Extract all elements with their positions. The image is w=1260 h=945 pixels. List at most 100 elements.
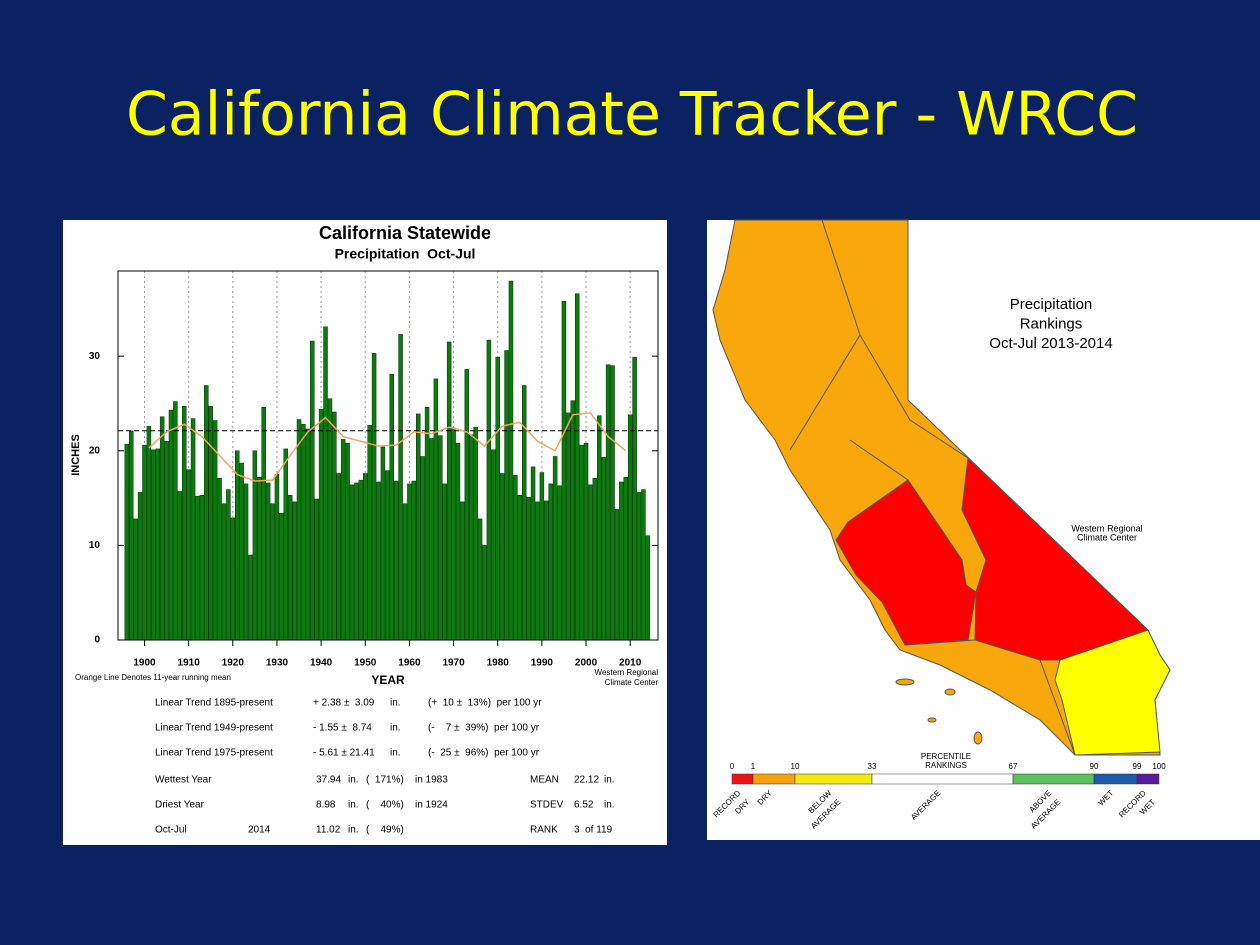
- stats-cell: STDEV: [530, 800, 564, 811]
- y-tick-label: 20: [89, 445, 101, 456]
- stats-cell: in.: [390, 723, 401, 734]
- bar: [552, 456, 558, 641]
- bar: [168, 409, 174, 641]
- bar: [583, 442, 589, 641]
- bar: [142, 444, 147, 641]
- bar: [605, 364, 611, 641]
- stats-cell: Driest Year: [155, 800, 205, 811]
- bar: [468, 434, 474, 641]
- stats-cell: ( 40%): [366, 800, 404, 811]
- bar: [221, 503, 227, 641]
- bar: [257, 477, 262, 641]
- stats-cell: in.: [604, 775, 615, 786]
- bar: [243, 483, 249, 641]
- stats-cell: (+ 10 ± 13%) per 100 yr: [428, 698, 542, 709]
- california-map: [712, 219, 1171, 756]
- x-tick-label: 1940: [310, 658, 333, 669]
- chart-subtitle: Precipitation Oct-Jul: [335, 246, 476, 262]
- bar: [601, 457, 606, 641]
- stats-cell: MEAN: [530, 775, 559, 786]
- legend-tick-label: 0: [730, 762, 735, 771]
- bar: [234, 450, 240, 641]
- y-tick-label: 10: [89, 540, 101, 551]
- x-tick-label: 1910: [178, 658, 201, 669]
- island: [944, 688, 956, 696]
- y-axis-label: INCHES: [70, 434, 82, 476]
- stats-cell: in.: [604, 800, 615, 811]
- bar: [376, 481, 381, 641]
- bar: [318, 408, 324, 641]
- bar: [239, 462, 244, 641]
- bar: [473, 426, 478, 641]
- x-tick-label: 1980: [487, 658, 510, 669]
- bar: [588, 484, 593, 641]
- bar: [429, 438, 434, 641]
- stats-cell: - 1.55 ± 8.74: [313, 723, 372, 734]
- bar: [513, 475, 518, 641]
- bar: [438, 435, 443, 641]
- stats-cell: RANK: [530, 825, 558, 836]
- bar: [270, 503, 275, 641]
- bar: [305, 428, 311, 641]
- bar: [619, 481, 624, 641]
- bar: [283, 448, 289, 641]
- bar: [477, 518, 483, 641]
- slide-title: California Climate Tracker - WRCC: [126, 80, 1138, 150]
- bar: [495, 356, 500, 641]
- legend-tick-label: 10: [791, 762, 800, 771]
- bar: [385, 470, 390, 641]
- stats-cell: Oct-Jul: [155, 825, 187, 836]
- bar: [274, 474, 280, 641]
- bar: [627, 414, 633, 641]
- bar: [146, 425, 152, 641]
- legend-tick-label: 99: [1133, 762, 1142, 771]
- bar: [641, 489, 646, 641]
- bar: [446, 341, 452, 641]
- legend-tick-label: 100: [1152, 762, 1166, 771]
- bar: [508, 280, 514, 641]
- bar: [340, 439, 346, 641]
- chart-credit: Western Regional: [595, 668, 659, 677]
- x-tick-label: 1960: [398, 658, 421, 669]
- bar: [159, 416, 165, 641]
- bar: [230, 517, 236, 641]
- bar: [371, 353, 377, 641]
- bar: [521, 385, 527, 641]
- stats-cell: in.: [348, 800, 359, 811]
- bar: [482, 545, 487, 641]
- bar: [265, 482, 271, 641]
- stats-cell: 6.52: [574, 800, 594, 811]
- bar: [393, 480, 399, 641]
- bar: [151, 449, 156, 641]
- stats-cell: ( 49%): [366, 825, 404, 836]
- stats-cell: (- 7 ± 39%) per 100 yr: [428, 723, 540, 734]
- bar: [535, 501, 540, 641]
- bar: [544, 500, 549, 641]
- plot-frame: [117, 270, 659, 641]
- bar: [557, 485, 562, 641]
- bar: [645, 535, 651, 641]
- stats-cell: Linear Trend 1949-present: [155, 723, 273, 734]
- chart-credit: Climate Center: [605, 678, 659, 687]
- bar: [570, 400, 576, 641]
- legend-swatch: [1136, 773, 1160, 785]
- bar: [460, 501, 465, 641]
- bar: [504, 350, 509, 641]
- map-title: Precipitation: [1010, 296, 1093, 313]
- bar: [632, 356, 637, 641]
- x-tick-label: 1990: [531, 658, 554, 669]
- stats-cell: Linear Trend 1895-present: [155, 698, 273, 709]
- bar: [164, 441, 169, 641]
- bar: [204, 385, 209, 641]
- stats-cell: 8.98: [316, 800, 336, 811]
- legend-tick-label: 90: [1090, 762, 1099, 771]
- bar: [411, 480, 417, 641]
- bar: [279, 512, 284, 641]
- bar: [252, 450, 258, 641]
- stats-cell: (- 25 ± 96%) per 100 yr: [428, 748, 540, 759]
- bar: [592, 477, 598, 641]
- bar: [181, 406, 187, 641]
- map-title: Oct-Jul 2013-2014: [989, 335, 1112, 352]
